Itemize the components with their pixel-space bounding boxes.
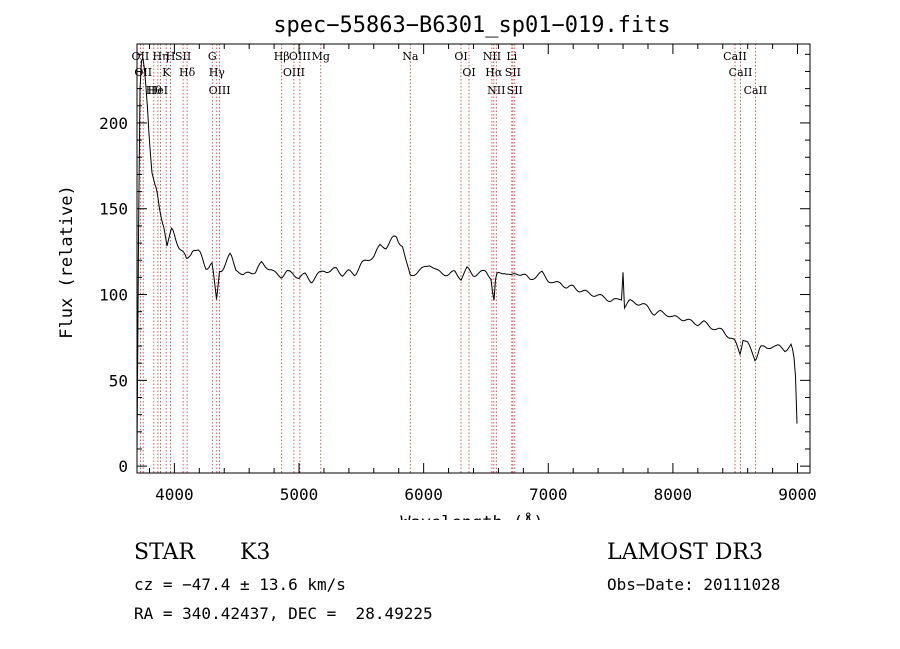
line-label-4: Hη (153, 50, 169, 63)
redshift-value: cz = −47.4 ± 13.6 km/s (134, 575, 346, 594)
x-tick-label-9000: 9000 (778, 485, 817, 504)
line-label-17: OI (454, 50, 467, 63)
object-subclass: K3 (240, 540, 271, 565)
y-axis-label: Flux (relative) (57, 185, 77, 339)
spectrum-chart: 4000 5000 6000 7000 8000 9000 0 50 100 150 200 OII… (57, 13, 817, 520)
chart-title: spec−55863−B6301_sp01−019.fits (273, 13, 670, 38)
survey-name: LAMOST DR3 (607, 540, 763, 565)
line-label-10: Hγ (209, 66, 226, 79)
x-tick-label-7000: 7000 (529, 485, 568, 504)
line-label-7: SII (175, 50, 191, 63)
axis-ticks: 4000 5000 6000 7000 8000 9000 0 50 100 150 200 (99, 44, 817, 504)
x-tick-label-6000: 6000 (404, 485, 443, 504)
y-tick-label-100: 100 (99, 286, 128, 305)
line-label-15: Mg (312, 50, 330, 63)
line-label-22: Li (506, 50, 517, 63)
line-label-5: K (162, 66, 171, 79)
line-label-9: G (208, 50, 217, 63)
y-tick-label-0: 0 (118, 457, 128, 476)
observation-date: Obs−Date: 20111028 (607, 575, 781, 594)
x-axis-label: Wavelength (Å) (400, 511, 543, 520)
y-tick-label-200: 200 (99, 114, 128, 133)
line-label-3: HeI (148, 84, 168, 97)
emission-line-markers (139, 44, 756, 473)
plot-frame (136, 43, 811, 474)
line-label-8: Hδ (179, 66, 196, 79)
line-label-19: NII (483, 50, 501, 63)
y-tick-label-50: 50 (109, 371, 128, 390)
x-tick-label-8000: 8000 (654, 485, 693, 504)
line-label-6: H (166, 50, 176, 63)
y-tick-label-150: 150 (99, 200, 128, 219)
line-label-27: CaII (744, 84, 768, 97)
line-label-14: OIII (289, 50, 311, 63)
spectrum-series (136, 57, 798, 455)
line-label-20: Hα (485, 66, 503, 79)
line-label-24: SII (507, 84, 523, 97)
line-label-21: NII (487, 84, 505, 97)
line-label-23: SII (505, 66, 521, 79)
line-label-0: OII (132, 50, 150, 63)
line-label-18: OI (462, 66, 475, 79)
object-class: STAR (134, 540, 195, 565)
line-label-12: Hβ (274, 50, 290, 63)
line-label-1: OII (134, 66, 152, 79)
x-tick-label-4000: 4000 (155, 485, 194, 504)
plot-border (136, 43, 811, 474)
line-label-2: Hθ (146, 84, 163, 97)
line-label-13: OIII (283, 66, 305, 79)
spectrum-line (136, 57, 798, 455)
line-label-16: Na (402, 50, 419, 63)
line-label-26: CaII (729, 66, 753, 79)
coordinates: RA = 340.42437, DEC = 28.49225 (134, 604, 433, 623)
x-tick-label-5000: 5000 (280, 485, 319, 504)
line-label-11: OIII (209, 84, 231, 97)
line-label-25: CaII (723, 50, 747, 63)
